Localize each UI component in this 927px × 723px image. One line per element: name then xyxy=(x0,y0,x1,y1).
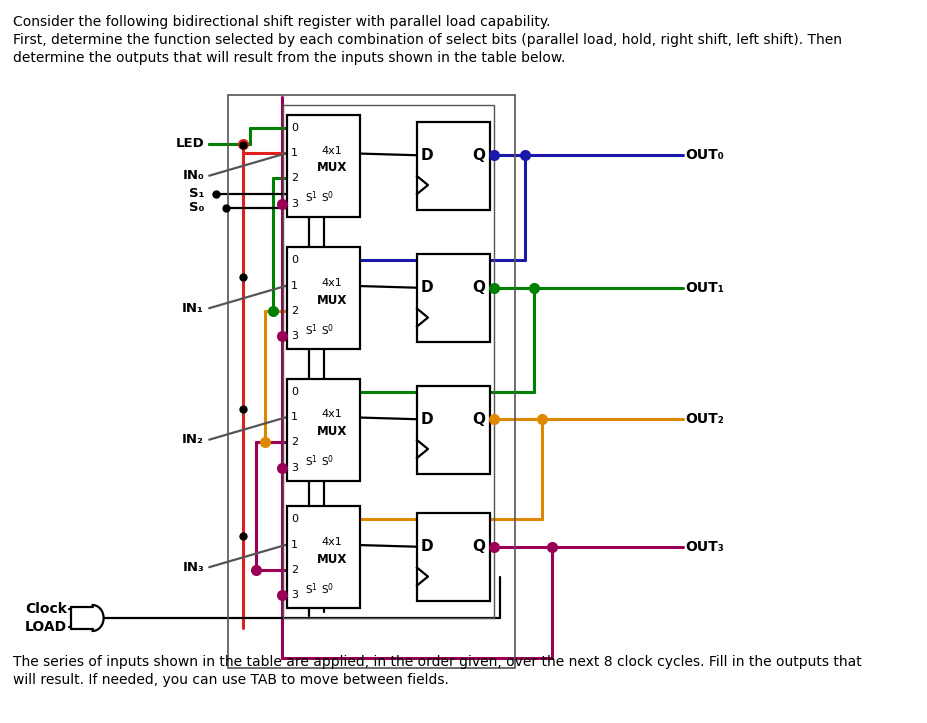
Text: 0: 0 xyxy=(327,455,332,464)
Bar xyxy=(417,386,489,474)
Text: 1: 1 xyxy=(311,583,316,591)
Text: S: S xyxy=(322,457,328,467)
Text: 1: 1 xyxy=(291,148,298,158)
Text: S: S xyxy=(305,326,312,335)
Text: Q: Q xyxy=(472,411,485,427)
Text: 4x1: 4x1 xyxy=(322,409,342,419)
Bar xyxy=(417,122,489,210)
Text: 1: 1 xyxy=(291,412,298,422)
Text: MUX: MUX xyxy=(317,294,347,307)
Text: IN₁: IN₁ xyxy=(183,301,204,315)
Text: S: S xyxy=(322,193,328,203)
Text: MUX: MUX xyxy=(317,425,347,438)
Text: IN₃: IN₃ xyxy=(183,561,204,574)
Text: 0: 0 xyxy=(327,583,332,591)
Text: 3: 3 xyxy=(291,463,298,473)
Text: D: D xyxy=(421,539,434,555)
Text: S₀: S₀ xyxy=(189,201,204,214)
Text: OUT₀: OUT₀ xyxy=(686,148,724,162)
Bar xyxy=(417,254,489,342)
Text: 0: 0 xyxy=(291,255,298,265)
Text: 0: 0 xyxy=(327,324,332,333)
Text: Q: Q xyxy=(472,539,485,555)
Text: 0: 0 xyxy=(291,514,298,524)
Text: S: S xyxy=(305,193,312,203)
Text: 1: 1 xyxy=(311,324,316,333)
Text: D: D xyxy=(421,411,434,427)
Text: First, determine the function selected by each combination of select bits (paral: First, determine the function selected b… xyxy=(13,33,843,47)
Text: 0: 0 xyxy=(291,123,298,132)
Text: 4x1: 4x1 xyxy=(322,537,342,547)
Bar xyxy=(286,247,360,349)
Text: 1: 1 xyxy=(291,281,298,291)
Text: The series of inputs shown in the table are applied, in the order given, over th: The series of inputs shown in the table … xyxy=(13,655,862,669)
Text: 3: 3 xyxy=(291,331,298,341)
Text: 2: 2 xyxy=(291,437,298,448)
Bar xyxy=(283,105,494,618)
Text: OUT₁: OUT₁ xyxy=(686,281,725,295)
Text: 3: 3 xyxy=(291,591,298,600)
Text: IN₀: IN₀ xyxy=(183,169,204,182)
Text: 2: 2 xyxy=(291,306,298,316)
Text: 1: 1 xyxy=(311,192,316,200)
Text: 4x1: 4x1 xyxy=(322,278,342,288)
Text: 0: 0 xyxy=(291,387,298,397)
Text: Q: Q xyxy=(472,281,485,295)
Text: LOAD: LOAD xyxy=(25,620,68,634)
Text: Consider the following bidirectional shift register with parallel load capabilit: Consider the following bidirectional shi… xyxy=(13,15,551,30)
Text: Clock: Clock xyxy=(25,602,68,616)
Text: S: S xyxy=(322,326,328,335)
Text: 0: 0 xyxy=(327,192,332,200)
Text: S₁: S₁ xyxy=(188,187,204,200)
Text: OUT₂: OUT₂ xyxy=(686,412,724,427)
Text: 2: 2 xyxy=(291,174,298,184)
Text: S: S xyxy=(305,585,312,595)
Text: 3: 3 xyxy=(291,199,298,209)
Bar xyxy=(286,379,360,481)
Text: IN₂: IN₂ xyxy=(183,433,204,446)
Text: OUT₃: OUT₃ xyxy=(686,540,724,554)
Text: MUX: MUX xyxy=(317,553,347,566)
Text: D: D xyxy=(421,147,434,163)
Text: D: D xyxy=(421,281,434,295)
Text: 1: 1 xyxy=(311,455,316,464)
Text: will result. If needed, you can use TAB to move between fields.: will result. If needed, you can use TAB … xyxy=(13,673,449,687)
Text: S: S xyxy=(305,457,312,467)
Text: LED: LED xyxy=(175,137,204,150)
Bar xyxy=(417,513,489,601)
Text: 1: 1 xyxy=(291,539,298,549)
Text: MUX: MUX xyxy=(317,161,347,174)
Bar xyxy=(286,115,360,217)
Text: determine the outputs that will result from the inputs shown in the table below.: determine the outputs that will result f… xyxy=(13,51,565,65)
Bar xyxy=(228,95,515,668)
Text: 2: 2 xyxy=(291,565,298,575)
Bar xyxy=(286,506,360,608)
Text: S: S xyxy=(322,585,328,595)
Text: Q: Q xyxy=(472,147,485,163)
Text: 4x1: 4x1 xyxy=(322,145,342,155)
